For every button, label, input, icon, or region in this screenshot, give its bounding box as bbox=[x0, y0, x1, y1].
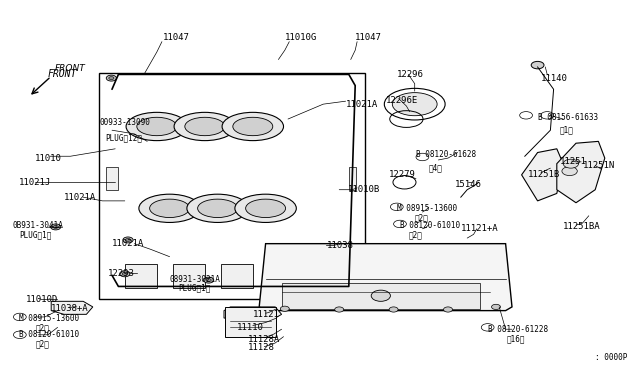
Text: 12293: 12293 bbox=[108, 269, 134, 278]
Text: 11128A: 11128A bbox=[248, 335, 280, 344]
Polygon shape bbox=[51, 301, 93, 314]
Text: 11251: 11251 bbox=[560, 157, 587, 166]
Text: 11021A: 11021A bbox=[112, 239, 144, 248]
Text: 11021J: 11021J bbox=[19, 178, 51, 187]
Text: 0B931-3041A: 0B931-3041A bbox=[13, 221, 63, 230]
Ellipse shape bbox=[198, 199, 237, 218]
Text: B 08120-61010: B 08120-61010 bbox=[400, 221, 460, 230]
Circle shape bbox=[204, 277, 214, 283]
Bar bbox=[225, 307, 276, 337]
Text: FRONT: FRONT bbox=[48, 70, 77, 79]
Text: 11110: 11110 bbox=[237, 323, 264, 332]
Bar bbox=[269, 264, 301, 288]
Circle shape bbox=[106, 75, 116, 81]
Polygon shape bbox=[259, 244, 512, 311]
Text: M 08915-13600: M 08915-13600 bbox=[397, 204, 457, 213]
Text: （2）: （2） bbox=[408, 230, 422, 239]
Text: B 08120-61228: B 08120-61228 bbox=[488, 325, 548, 334]
Ellipse shape bbox=[187, 194, 248, 222]
Ellipse shape bbox=[392, 93, 437, 116]
Bar bbox=[221, 264, 253, 288]
Text: 11010G: 11010G bbox=[285, 33, 317, 42]
Circle shape bbox=[109, 77, 114, 80]
Text: : 0000P: : 0000P bbox=[595, 353, 628, 362]
Circle shape bbox=[280, 306, 289, 311]
Text: 15146: 15146 bbox=[454, 180, 481, 189]
Ellipse shape bbox=[235, 194, 296, 222]
Bar bbox=[125, 264, 157, 288]
Text: 11010D: 11010D bbox=[26, 295, 58, 304]
Text: 00933-13090: 00933-13090 bbox=[99, 118, 150, 127]
Circle shape bbox=[125, 238, 131, 241]
Text: 11047: 11047 bbox=[163, 33, 190, 42]
Text: PLUG（1）: PLUG（1） bbox=[178, 284, 211, 293]
Text: B 08120-61010: B 08120-61010 bbox=[19, 330, 79, 339]
Text: 11121+A: 11121+A bbox=[461, 224, 499, 233]
Ellipse shape bbox=[126, 112, 188, 141]
Circle shape bbox=[371, 290, 390, 301]
Text: （16）: （16） bbox=[507, 334, 525, 343]
Text: PLUG（1）: PLUG（1） bbox=[19, 230, 52, 239]
Circle shape bbox=[531, 61, 544, 69]
Text: 12279: 12279 bbox=[389, 170, 416, 179]
Circle shape bbox=[335, 307, 344, 312]
Circle shape bbox=[122, 272, 127, 275]
Circle shape bbox=[563, 159, 579, 168]
Text: 11038+A: 11038+A bbox=[51, 304, 89, 313]
Ellipse shape bbox=[137, 117, 177, 136]
Circle shape bbox=[51, 224, 61, 230]
Text: FRONT: FRONT bbox=[54, 64, 85, 73]
Text: 12296E: 12296E bbox=[386, 96, 418, 105]
Ellipse shape bbox=[174, 112, 236, 141]
Text: 11121: 11121 bbox=[253, 310, 280, 319]
Text: B 08156-61633: B 08156-61633 bbox=[538, 113, 598, 122]
Text: 11251N: 11251N bbox=[582, 161, 614, 170]
Bar bbox=[99, 73, 365, 299]
Ellipse shape bbox=[246, 199, 285, 218]
Ellipse shape bbox=[139, 194, 200, 222]
Text: 11140: 11140 bbox=[541, 74, 568, 83]
Bar bbox=[282, 283, 480, 309]
Text: 11128: 11128 bbox=[248, 343, 275, 352]
Bar bbox=[173, 264, 205, 288]
Bar bbox=[106, 167, 118, 190]
Ellipse shape bbox=[150, 199, 189, 218]
Text: 11251B: 11251B bbox=[528, 170, 560, 179]
Text: B 08120-61628: B 08120-61628 bbox=[416, 150, 476, 159]
Text: 11251BA: 11251BA bbox=[563, 222, 601, 231]
Circle shape bbox=[389, 307, 398, 312]
Text: 11010B: 11010B bbox=[348, 185, 380, 194]
Text: （4）: （4） bbox=[429, 163, 443, 172]
Text: M 08915-13600: M 08915-13600 bbox=[19, 314, 79, 323]
Ellipse shape bbox=[222, 112, 284, 141]
Circle shape bbox=[120, 271, 130, 277]
Bar bbox=[349, 167, 356, 190]
Polygon shape bbox=[224, 307, 282, 318]
Text: （2）: （2） bbox=[35, 340, 49, 349]
Text: （2）: （2） bbox=[415, 213, 429, 222]
Ellipse shape bbox=[233, 117, 273, 136]
Text: 11021A: 11021A bbox=[64, 193, 96, 202]
Text: （2）: （2） bbox=[35, 323, 49, 332]
Text: 11021A: 11021A bbox=[346, 100, 378, 109]
Text: 08931-3021A: 08931-3021A bbox=[170, 275, 220, 284]
Circle shape bbox=[492, 304, 500, 310]
Text: 12296: 12296 bbox=[397, 70, 424, 79]
Ellipse shape bbox=[185, 117, 225, 136]
Polygon shape bbox=[557, 141, 605, 203]
Circle shape bbox=[562, 167, 577, 176]
Text: PLUG（12）: PLUG（12） bbox=[106, 133, 143, 142]
Text: （1）: （1） bbox=[560, 126, 574, 135]
Circle shape bbox=[123, 237, 133, 243]
Text: 11038: 11038 bbox=[326, 241, 353, 250]
Circle shape bbox=[53, 225, 58, 228]
Text: 11047: 11047 bbox=[355, 33, 382, 42]
Polygon shape bbox=[522, 149, 563, 201]
Circle shape bbox=[206, 279, 211, 282]
Text: 11010: 11010 bbox=[35, 154, 62, 163]
Circle shape bbox=[444, 307, 452, 312]
